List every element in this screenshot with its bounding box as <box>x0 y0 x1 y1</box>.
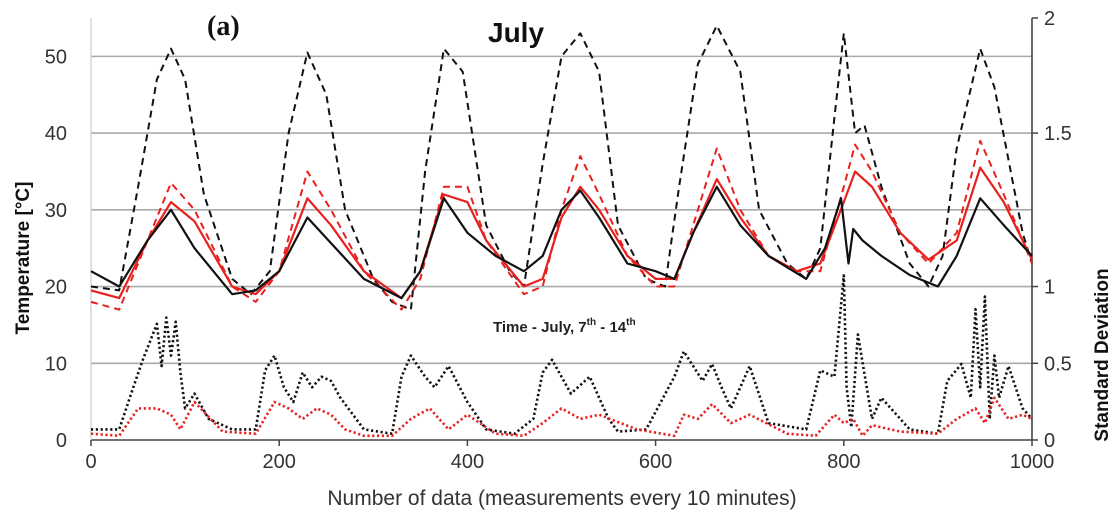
annotation-sup1: th <box>587 317 596 328</box>
x-tick-label: 800 <box>827 451 860 473</box>
series-red-solid <box>90 166 1033 300</box>
series-black-dashed <box>90 24 1033 311</box>
y-tick-label: 30 <box>45 200 67 222</box>
series-lines <box>90 24 1033 438</box>
y-right-tick-label: 1.5 <box>1044 123 1072 145</box>
y-axis-label: Temperature [°C] <box>13 182 34 335</box>
x-tick-label: 600 <box>639 451 672 473</box>
y-tick-label: 50 <box>45 46 67 68</box>
chart-title: July <box>488 17 544 48</box>
series-red-dotted <box>90 396 1033 438</box>
series-black-solid <box>90 185 1033 300</box>
y-right-tick-label: 0 <box>1044 430 1055 452</box>
y-right-tick-label: 1 <box>1044 277 1055 299</box>
series-black-dotted <box>91 274 1033 435</box>
annotation-sup2: th <box>626 317 635 328</box>
x-tick-label: 0 <box>85 451 96 473</box>
series-red-dashed <box>90 139 1033 311</box>
y-axis-right-label: Standard Deviation <box>1092 268 1113 441</box>
x-tick-label: 1000 <box>1010 451 1055 473</box>
y-tick-label: 20 <box>45 277 67 299</box>
time-annotation: Time - July, 7th - 14th <box>493 317 636 336</box>
annotation-mid: - 14 <box>596 319 627 336</box>
y-right-tick-label: 0.5 <box>1044 353 1072 375</box>
annotation-prefix: Time - July, 7 <box>493 319 587 336</box>
y-tick-label: 10 <box>45 353 67 375</box>
y-tick-label: 40 <box>45 123 67 145</box>
x-axis-label: Number of data (measurements every 10 mi… <box>327 487 796 510</box>
x-tick-label: 400 <box>451 451 484 473</box>
x-tick-label: 200 <box>263 451 296 473</box>
panel-label: (a) <box>207 11 240 42</box>
y-right-tick-label: 2 <box>1044 8 1055 30</box>
axes <box>90 17 1038 446</box>
y-tick-label: 0 <box>56 430 67 452</box>
